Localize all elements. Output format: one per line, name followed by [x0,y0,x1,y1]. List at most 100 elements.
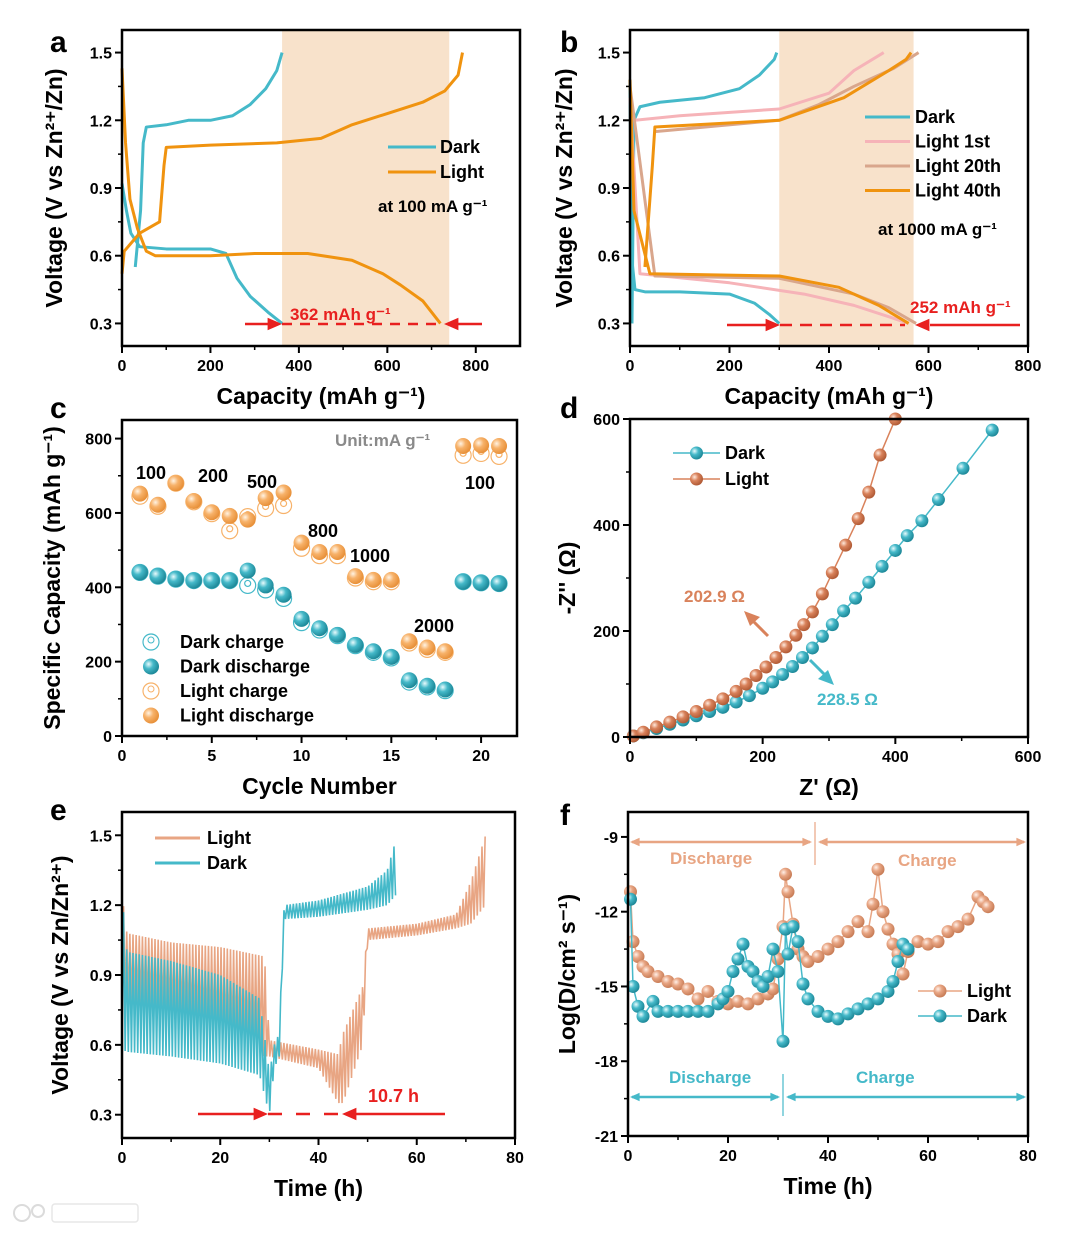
series-line-dark [121,846,397,1112]
data-point [731,952,745,966]
data-point [383,648,400,665]
data-point [931,493,945,507]
y-tick-label: 600 [593,412,620,429]
panel-letter: f [560,799,571,832]
annotation-discharge-dark: Discharge [669,1068,751,1087]
data-point [805,605,819,619]
x-tick-label: 0 [626,749,635,766]
data-point [961,912,975,926]
x-tick-label: 15 [382,748,400,765]
series-line-dark-charge [133,52,284,268]
data-point [789,628,803,642]
x-tick-label: 0 [118,1150,127,1167]
legend-marker-core [147,685,155,693]
series-line-light-charge [120,52,464,274]
data-point [851,915,865,929]
data-point [771,965,785,979]
data-point [661,1004,675,1018]
data-point-core [226,525,234,533]
series-line-dark-charge [630,52,779,324]
annotation-charge-light: Charge [898,851,957,870]
y-tick-label: 1.2 [598,113,620,130]
data-point [293,610,310,627]
data-point [329,543,346,560]
data-point-core [244,579,252,588]
data-point [786,660,800,674]
x-tick-label: 600 [374,358,401,375]
data-point [419,677,436,694]
data-point [636,1009,650,1023]
data-point [791,935,805,949]
data-point [624,892,637,906]
annotation-duration: 10.7 h [368,1086,419,1106]
y-axis-label: Voltage (V vs Zn/Zn²⁺) [47,855,73,1094]
data-point [761,969,775,983]
y-tick-label: -9 [604,830,618,847]
x-tick-label: 80 [1019,1148,1037,1165]
panel-f: 0 20 40 60 80 -21 -18 -15 -12 -9 Time (h) Log(D/cm²… [554,799,1037,1199]
data-point [825,618,839,632]
data-point [636,725,650,739]
data-point [311,620,328,637]
panel-b: 0 200 400 600 800 0.3 0.6 0.9 1.2 1.5 Capacity (mA… [551,26,1041,409]
annotation-rate: 100 [136,463,166,483]
data-point [257,577,274,594]
data-point [985,423,999,437]
plot-area [121,836,486,1112]
data-point [811,1004,825,1018]
y-tick-label: 400 [85,580,112,597]
data-point [671,1004,685,1018]
arrow-head-icon [744,611,760,626]
data-point [626,935,640,949]
legend-marker [142,633,160,651]
x-axis-label: Cycle Number [242,773,397,799]
panel-letter: d [560,392,578,425]
arrow-head-icon [630,1092,640,1102]
data-point [956,461,970,475]
data-point [676,710,690,724]
legend-label: Light 1st [915,132,990,152]
data-point [876,905,890,919]
legend-label: Light [207,828,251,848]
legend-marker [143,658,159,675]
legend-label: Dark charge [180,632,284,652]
data-point [981,900,995,914]
x-tick-label: 0 [626,358,635,375]
data-point [455,438,472,455]
y-tick-label: 0.6 [598,249,620,266]
y-tick-label: 0.6 [90,1038,112,1055]
y-tick-label: 1.2 [90,898,112,915]
data-point [689,705,703,719]
data-point [861,997,875,1011]
data-point [167,475,184,492]
y-tick-label: 200 [593,624,620,641]
x-axis-label: Time (h) [783,1173,872,1199]
data-point [891,955,905,969]
series-line-light-40th [628,79,910,325]
data-point [651,969,665,983]
series-line-light-40th-charge [643,51,913,268]
legend-label: Light 20th [915,156,1001,176]
data-point [293,534,310,551]
legend-marker [933,984,947,998]
data-point [701,984,715,998]
plot-area [628,51,920,325]
data-point [797,618,811,632]
legend-label: Dark [207,853,248,873]
y-axis-label: Voltage (V vs Zn²⁺/Zn) [551,68,577,307]
arrow [750,618,770,638]
data-point [275,586,292,603]
x-tick-label: 40 [819,1148,837,1165]
data-point [221,572,238,589]
x-tick-label: 600 [1015,749,1042,766]
data-point [185,572,202,589]
data-point [729,684,743,698]
data-point [626,979,640,993]
data-point [821,942,835,956]
watermark-logo [13,1203,139,1223]
data-point [951,920,965,934]
legend-label: Light discharge [180,706,314,726]
panel-letter: e [50,794,67,827]
data-point [841,925,855,939]
